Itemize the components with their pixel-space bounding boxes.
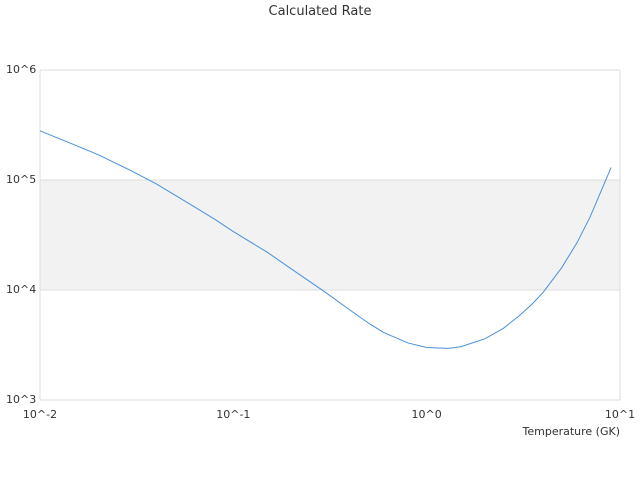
- axes: [39, 70, 621, 400]
- tick-labels: 10^3 10^4 10^5 10^6 10^-2 10^-1 10^0 10^1: [6, 63, 635, 421]
- y-tick-label: 10^4: [6, 283, 36, 296]
- x-tick-label: 10^1: [605, 408, 635, 421]
- grid-lines: [40, 69, 620, 401]
- x-tick-label: 10^0: [412, 408, 442, 421]
- y-tick-label: 10^5: [6, 173, 36, 186]
- x-tick-label: 10^-1: [216, 408, 250, 421]
- series-line: [39, 130, 612, 349]
- y-tick-label: 10^3: [6, 393, 36, 406]
- chart-title: Calculated Rate: [268, 4, 372, 19]
- grid-band: [40, 180, 620, 290]
- x-tick-label: 10^-2: [23, 408, 57, 421]
- grid-bands: [40, 180, 620, 290]
- y-tick-label: 10^6: [6, 63, 36, 76]
- x-axis-label: Temperature (GK): [522, 425, 621, 438]
